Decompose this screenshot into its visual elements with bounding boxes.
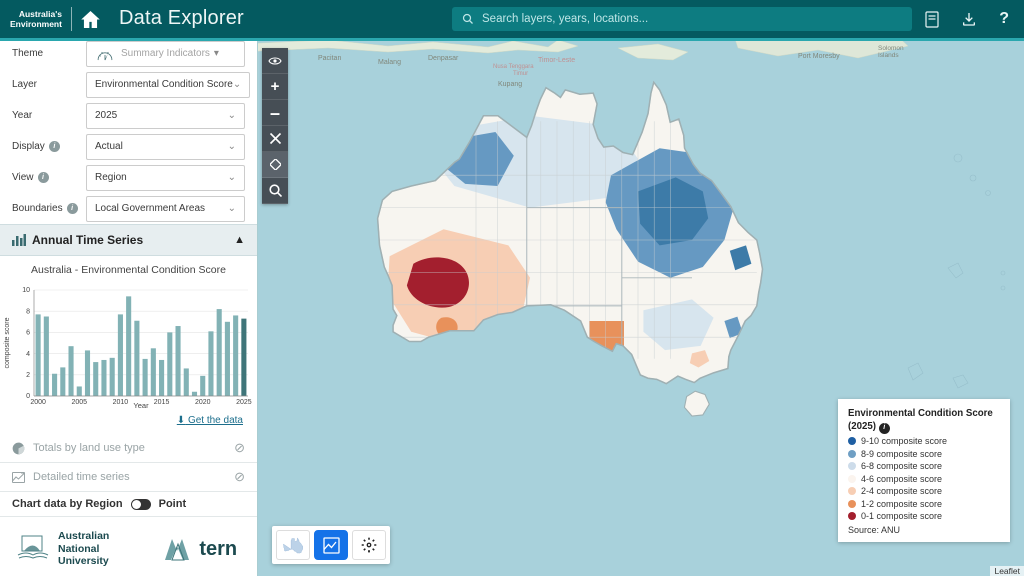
svg-text:Denpasar: Denpasar (428, 55, 459, 62)
svg-text:Malang: Malang (378, 59, 401, 66)
svg-text:4: 4 (26, 351, 30, 358)
svg-text:Pacitan: Pacitan (318, 55, 341, 62)
svg-text:10: 10 (22, 287, 30, 294)
svg-text:Year: Year (133, 401, 149, 408)
svg-text:2005: 2005 (71, 399, 87, 406)
svg-text:Nusa Tenggara: Nusa Tenggara (493, 64, 534, 70)
svg-text:2010: 2010 (113, 399, 129, 406)
svg-text:2: 2 (26, 372, 30, 379)
svg-text:Solomon: Solomon (878, 45, 904, 52)
svg-text:2025: 2025 (236, 399, 252, 406)
svg-text:Islands: Islands (878, 52, 899, 59)
svg-text:2015: 2015 (154, 399, 170, 406)
svg-text:2020: 2020 (195, 399, 211, 406)
svg-text:Timur: Timur (513, 71, 528, 77)
svg-text:6: 6 (26, 330, 30, 337)
svg-text:Kupang: Kupang (498, 81, 522, 88)
svg-text:8: 8 (26, 308, 30, 315)
svg-text:Timor-Leste: Timor-Leste (538, 57, 575, 64)
svg-text:composite score: composite score (4, 317, 11, 368)
svg-text:2000: 2000 (30, 399, 46, 406)
svg-text:Port Moresby: Port Moresby (798, 53, 840, 60)
